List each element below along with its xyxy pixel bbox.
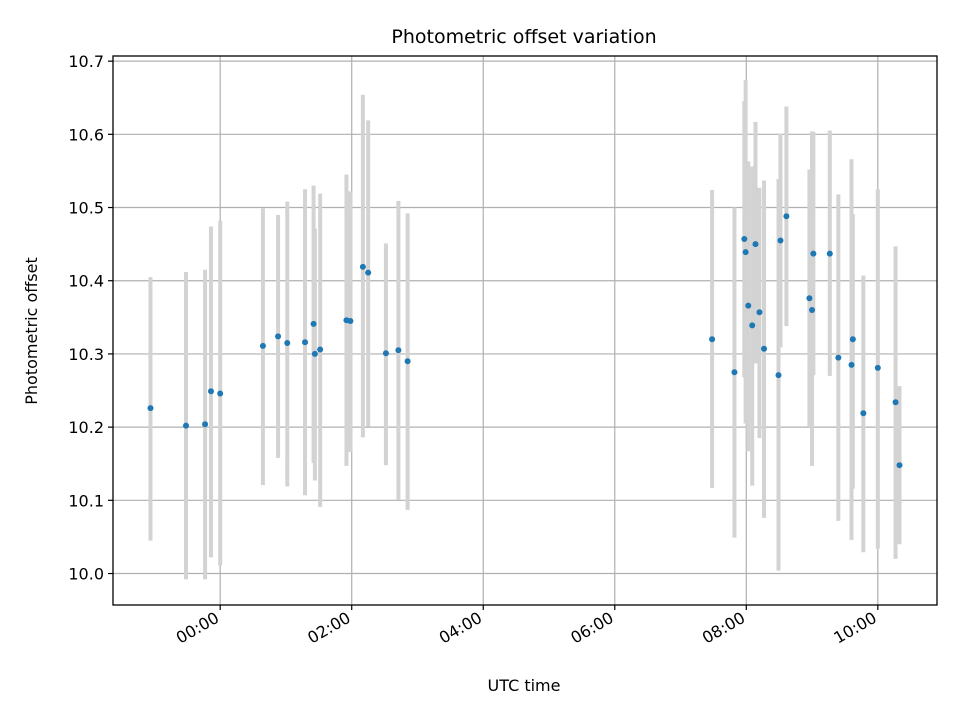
data-point — [182, 422, 189, 429]
y-tick-label: 10.6 — [68, 125, 104, 144]
plot-frame — [112, 55, 938, 606]
data-point — [783, 213, 790, 220]
data-point — [775, 372, 782, 379]
data-point — [835, 354, 842, 361]
x-axis-label: UTC time — [488, 676, 561, 695]
y-tick-label: 10.2 — [68, 418, 104, 437]
data-point — [777, 237, 784, 244]
y-tick-label: 10.5 — [68, 199, 104, 218]
y-axis-label: Photometric offset — [22, 257, 41, 405]
data-point — [741, 236, 748, 242]
data-point — [810, 250, 817, 257]
data-point — [207, 388, 214, 395]
data-point — [761, 345, 768, 352]
y-tick-label: 10.7 — [68, 52, 104, 71]
data-point — [284, 339, 291, 346]
data-point — [860, 410, 867, 417]
data-point — [742, 249, 749, 256]
y-tick-label: 10.3 — [68, 345, 104, 364]
data-point — [147, 405, 154, 412]
data-point — [382, 350, 389, 357]
data-point — [749, 322, 756, 329]
y-tick-label: 10.4 — [68, 272, 104, 291]
y-axis-ticks: 10.0 10.1 10.2 10.3 10.4 10.5 10.6 10.7 — [68, 52, 113, 584]
data-point — [217, 390, 224, 397]
data-point — [365, 269, 372, 276]
data-point — [359, 263, 366, 270]
data-point — [259, 342, 266, 349]
data-point — [848, 361, 855, 368]
data-point — [892, 399, 899, 406]
data-point — [347, 317, 354, 324]
data-point — [731, 369, 738, 376]
y-tick-label: 10.0 — [68, 565, 104, 584]
data-point — [874, 364, 881, 371]
y-tick-label: 10.1 — [68, 491, 104, 510]
data-point — [202, 421, 209, 428]
data-point — [302, 339, 309, 346]
data-point — [311, 350, 318, 357]
data-point — [896, 462, 903, 469]
data-point — [709, 336, 716, 343]
data-point — [752, 241, 759, 248]
data-point — [809, 307, 816, 314]
chart-title: Photometric offset variation — [391, 26, 656, 48]
data-point — [310, 320, 317, 327]
data-point — [395, 347, 402, 354]
data-point — [826, 250, 833, 257]
data-point — [806, 295, 813, 302]
data-point — [849, 336, 856, 343]
data-point — [404, 358, 411, 365]
data-point — [275, 333, 282, 340]
data-point — [317, 346, 324, 353]
data-point — [745, 302, 752, 309]
data-points — [147, 213, 903, 469]
data-point — [756, 309, 763, 316]
